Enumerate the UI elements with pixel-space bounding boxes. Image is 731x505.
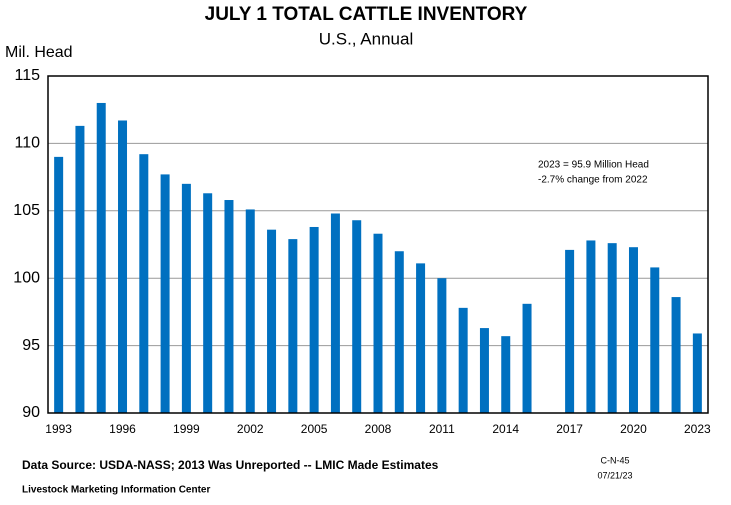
y-tick-label: 90 (22, 404, 40, 421)
bar (650, 267, 660, 413)
x-tick-label: 1996 (109, 422, 136, 436)
bar (607, 243, 617, 413)
y-tick-label: 105 (13, 202, 40, 219)
x-tick-label: 2014 (492, 422, 519, 436)
bar (671, 297, 681, 413)
plot-border (47, 75, 709, 414)
bar (75, 125, 85, 413)
bar (522, 303, 532, 413)
x-tick-label: 2017 (556, 422, 583, 436)
bar (288, 239, 298, 413)
chart-id: C-N-45 (600, 455, 629, 465)
credit: Livestock Marketing Information Center (22, 485, 210, 496)
x-tick-label: 1993 (45, 422, 72, 436)
bar (458, 307, 468, 413)
bar (54, 156, 64, 413)
bar (352, 220, 362, 413)
bar (203, 193, 213, 413)
annotation: 2023 = 95.9 Million Head (538, 160, 649, 171)
bar (267, 229, 277, 413)
y-tick-label: 100 (13, 269, 40, 286)
x-tick-label: 2008 (365, 422, 392, 436)
bar (330, 213, 340, 413)
bar (181, 183, 191, 413)
x-tick-label: 1999 (173, 422, 200, 436)
source: Data Source: USDA-NASS; 2013 Was Unrepor… (22, 458, 439, 472)
bar (96, 102, 106, 414)
bar (628, 247, 638, 413)
bar (437, 278, 447, 413)
y-axis-label: Mil. Head (5, 44, 73, 61)
bar (373, 233, 383, 413)
chart-date: 07/21/23 (597, 470, 632, 480)
x-tick-label: 2020 (620, 422, 647, 436)
bar (416, 263, 426, 413)
bar (394, 251, 404, 413)
bar (586, 240, 596, 413)
bar (139, 154, 149, 413)
y-tick-label: 110 (14, 135, 40, 152)
bar (160, 174, 170, 413)
chart-title: JULY 1 TOTAL CATTLE INVENTORY (205, 4, 528, 25)
bar (692, 333, 702, 413)
bar (224, 200, 234, 413)
y-tick-label: 115 (14, 67, 40, 84)
annotation: -2.7% change from 2022 (538, 175, 648, 186)
y-tick-label: 95 (22, 337, 40, 354)
bar (118, 120, 128, 413)
bar (245, 209, 255, 413)
chart-subtitle: U.S., Annual (319, 29, 414, 48)
x-tick-label: 2011 (429, 422, 455, 436)
bar (501, 336, 511, 413)
bar (309, 226, 319, 413)
bar (479, 328, 489, 413)
x-tick-label: 2023 (684, 422, 711, 436)
x-tick-label: 2002 (237, 422, 264, 436)
x-tick-label: 2005 (301, 422, 328, 436)
bar (565, 249, 575, 413)
